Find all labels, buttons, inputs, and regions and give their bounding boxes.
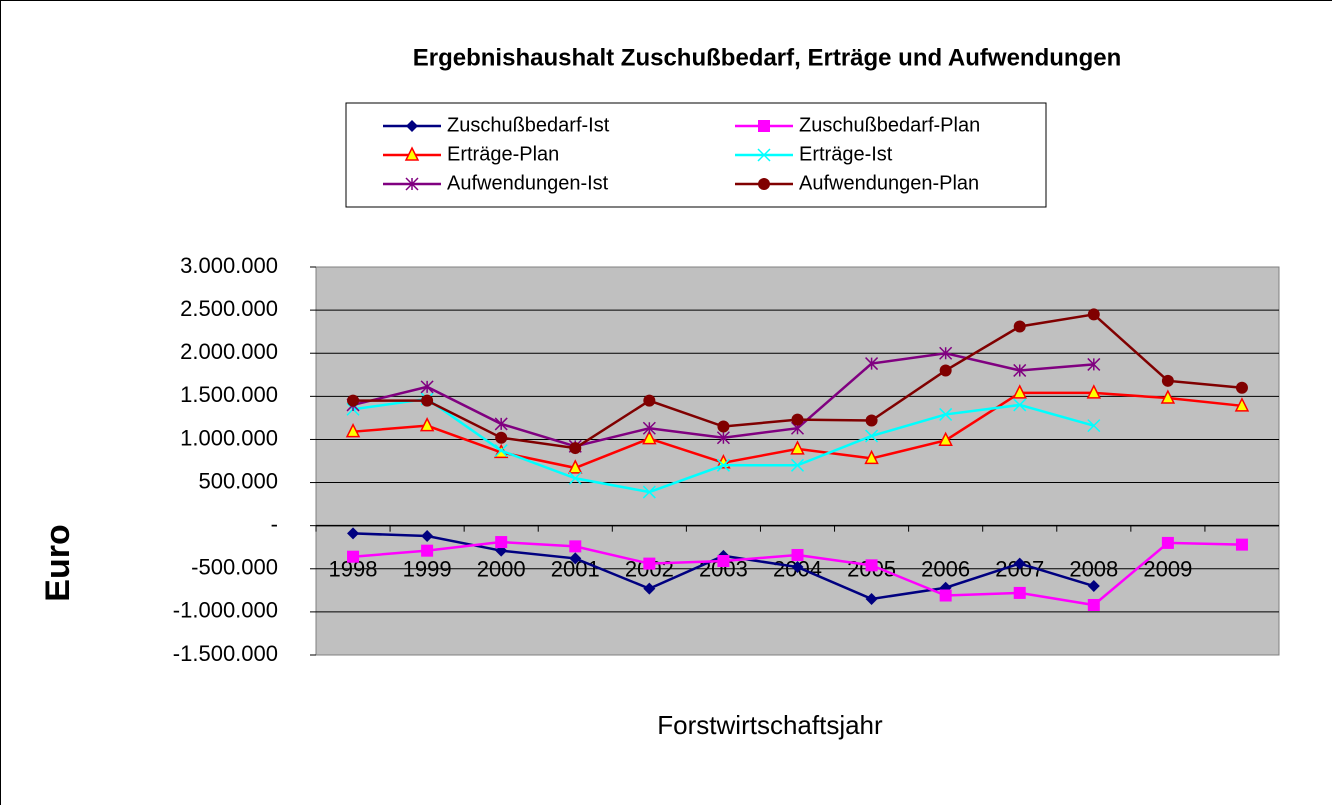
data-point	[865, 357, 879, 371]
data-point	[1086, 384, 1102, 399]
data-point	[790, 440, 805, 455]
data-point	[716, 431, 730, 445]
legend-label: Zuschußbedarf-Ist	[447, 114, 610, 136]
data-point	[1235, 381, 1248, 394]
data-point	[1013, 320, 1026, 333]
data-point	[642, 485, 656, 499]
data-point	[1087, 357, 1101, 371]
data-point	[642, 429, 657, 445]
plot-area	[315, 266, 1280, 656]
x-tick-label: 1999	[403, 556, 452, 581]
data-point	[569, 540, 582, 553]
y-tick-label: 2.500.000	[180, 296, 278, 321]
data-point	[1013, 557, 1026, 570]
data-point	[790, 458, 805, 472]
data-point	[419, 416, 435, 432]
data-point	[865, 414, 878, 427]
data-point	[865, 559, 878, 572]
chart-title: Ergebnishaushalt Zuschußbedarf, Erträge …	[413, 44, 1122, 71]
data-point	[421, 544, 434, 557]
data-point	[420, 380, 434, 394]
legend-marker	[758, 120, 770, 132]
y-tick-label: -1.500.000	[173, 641, 278, 666]
legend-marker	[757, 148, 771, 162]
data-point	[791, 413, 804, 426]
data-point	[642, 421, 656, 435]
data-point	[1087, 419, 1101, 433]
data-point	[569, 442, 582, 455]
data-point	[345, 423, 361, 438]
data-point	[494, 417, 508, 431]
data-point	[421, 394, 434, 407]
x-tick-label: 2000	[477, 556, 526, 581]
y-tick-label: 3.000.000	[180, 253, 278, 278]
data-point	[1235, 538, 1248, 551]
data-point	[495, 536, 508, 549]
data-point	[939, 364, 952, 377]
x-tick-label: 2009	[1143, 556, 1192, 581]
data-point	[1161, 536, 1174, 549]
data-point	[347, 550, 360, 563]
data-point	[717, 420, 730, 433]
y-axis-label: Euro	[39, 524, 77, 601]
data-point	[347, 527, 360, 540]
data-point	[643, 557, 656, 570]
legend-marker	[758, 178, 770, 190]
data-point	[1160, 389, 1176, 404]
data-point	[939, 346, 953, 360]
data-point	[568, 459, 583, 474]
data-point	[1087, 580, 1100, 593]
y-tick-label: -500.000	[191, 555, 278, 580]
data-point	[1013, 398, 1027, 412]
data-point	[643, 582, 656, 595]
data-point	[1234, 397, 1250, 412]
data-point	[569, 552, 582, 565]
data-point	[864, 449, 879, 465]
y-tick-label: 1.500.000	[180, 382, 278, 407]
data-point	[1012, 384, 1027, 399]
data-point	[347, 394, 360, 407]
legend-label: Zuschußbedarf-Plan	[799, 114, 980, 136]
y-tick-label: 2.000.000	[180, 339, 278, 364]
data-point	[939, 407, 953, 421]
data-point	[939, 589, 952, 602]
data-point	[1013, 363, 1027, 377]
data-point	[865, 429, 879, 443]
data-point	[716, 458, 730, 472]
x-tick-label: 2008	[1069, 556, 1118, 581]
x-axis-label: Forstwirtschaftsjahr	[657, 710, 883, 740]
data-point	[1013, 586, 1026, 599]
legend-label: Erträge-Ist	[799, 143, 893, 165]
y-tick-label: 1.000.000	[180, 425, 278, 450]
legend-marker	[404, 146, 420, 161]
data-point	[643, 394, 656, 407]
y-tick-label: -1.000.000	[173, 598, 278, 623]
legend-marker	[406, 120, 418, 132]
y-tick-label: -	[271, 511, 278, 536]
data-point	[495, 431, 508, 444]
data-point	[421, 530, 434, 543]
legend-label: Aufwendungen-Ist	[447, 172, 609, 194]
y-tick-label: 500.000	[198, 468, 278, 493]
data-point	[717, 555, 730, 568]
data-point	[865, 592, 878, 605]
legend-label: Aufwendungen-Plan	[799, 172, 979, 194]
legend-label: Erträge-Plan	[447, 143, 559, 165]
x-tick-label: 2006	[921, 556, 970, 581]
data-point	[494, 444, 508, 458]
data-point	[1087, 308, 1100, 321]
data-point	[1087, 598, 1100, 611]
data-point	[568, 471, 582, 485]
data-point	[1161, 374, 1174, 387]
legend	[345, 102, 1047, 208]
data-point	[791, 548, 804, 561]
data-point	[938, 431, 953, 447]
data-point	[791, 561, 804, 574]
legend-marker	[405, 177, 419, 191]
